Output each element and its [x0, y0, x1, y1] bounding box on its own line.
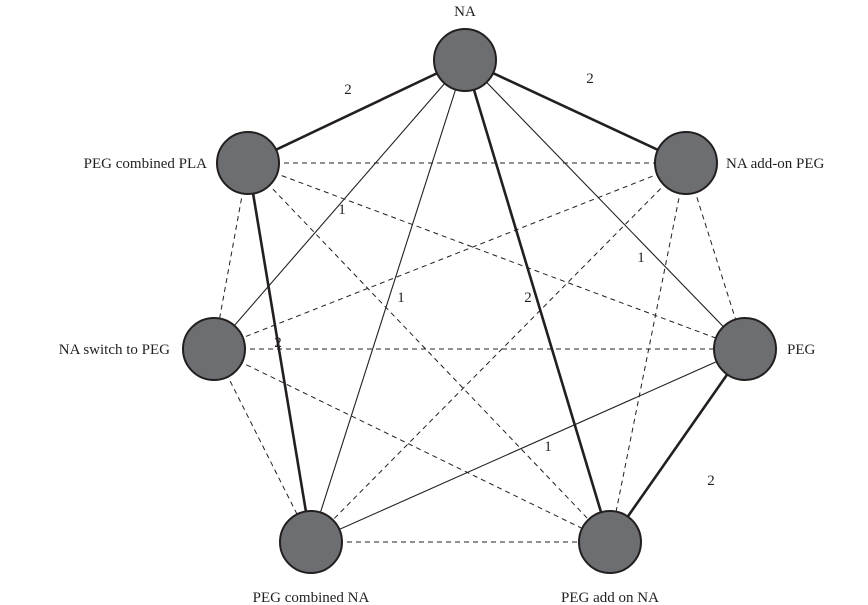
edge-peg-pegaddna [608, 348, 747, 543]
edge-naswitch-pegaddna [213, 348, 611, 543]
edge-na-naswitch [213, 59, 466, 350]
node-label-pegcombna: PEG combined NA [253, 590, 370, 605]
node-naaddon [654, 131, 718, 195]
edge-labels-layer: 1 1 1 1 2 2 2 2 2 [274, 71, 715, 489]
node-pegaddna [578, 510, 642, 574]
node-pegpla [216, 131, 280, 195]
edge-peg-pegcombna [310, 348, 746, 543]
edge-naaddon-pegaddna [609, 162, 687, 543]
node-label-naswitch: NA switch to PEG [59, 342, 170, 358]
edges-layer [213, 58, 747, 543]
edge-na-pegaddna [463, 59, 612, 543]
edge-label-na-pegpla: 2 [344, 82, 352, 98]
edge-label-na-pegaddna: 2 [524, 290, 532, 306]
edge-pegpla-pegaddna [247, 162, 611, 543]
node-label-peg: PEG [787, 342, 816, 358]
edge-label-na-pegcombna: 1 [397, 290, 405, 306]
edge-na-pegcombna [310, 59, 466, 543]
node-label-na: NA [454, 4, 476, 20]
edge-label-peg-pegcombna: 1 [544, 439, 552, 455]
edge-naaddon-naswitch [213, 162, 687, 350]
node-label-pegaddna: PEG add on NA [561, 590, 659, 605]
edge-label-na-peg: 1 [637, 250, 645, 266]
node-label-pegpla: PEG combined PLA [84, 156, 207, 172]
edge-pegpla-pegcombna [246, 162, 313, 543]
node-naswitch [182, 317, 246, 381]
node-labels-layer: NA NA add-on PEG PEG PEG add on NA PEG combi… [59, 4, 825, 605]
edge-naaddon-peg [685, 162, 746, 350]
node-na [433, 28, 497, 92]
edge-label-pegpla-pegcombna: 2 [274, 335, 282, 351]
edge-naswitch-pegcombna [213, 348, 312, 543]
edge-na-pegpla [247, 58, 466, 165]
edge-naaddon-pegcombna [310, 162, 687, 543]
nodes-layer [182, 28, 777, 574]
node-peg [713, 317, 777, 381]
edge-pegpla-peg [247, 162, 746, 350]
edge-label-na-naswitch: 1 [338, 202, 346, 218]
edge-label-na-naaddon: 2 [586, 71, 594, 87]
edge-label-peg-pegaddna: 2 [707, 473, 715, 489]
edge-na-peg [464, 59, 746, 350]
node-label-naaddon: NA add-on PEG [726, 156, 824, 172]
edge-na-naaddon [464, 58, 687, 165]
node-pegcombna [279, 510, 343, 574]
